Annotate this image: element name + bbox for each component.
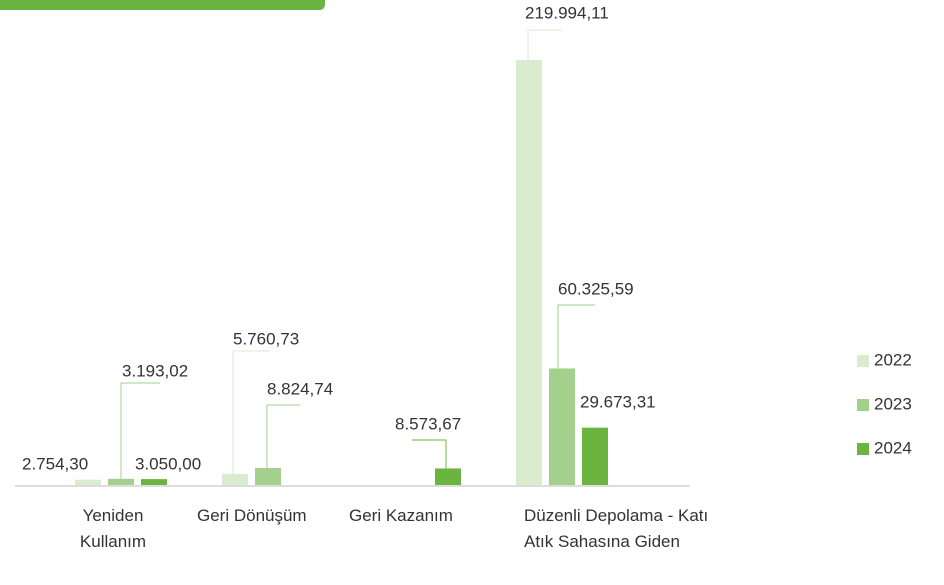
data-label: 2.754,30: [22, 454, 88, 473]
data-label: 219.994,11: [525, 3, 609, 22]
leader-line: [557, 304, 595, 369]
legend-label: 2023: [874, 394, 912, 413]
x-tick-label: Düzenli Depolama - Katı Atık Sahasına Gi…: [524, 506, 709, 551]
header-bar: [0, 0, 325, 10]
leader-line: [527, 29, 562, 60]
bar: [549, 368, 575, 485]
bar: [141, 479, 167, 485]
bar: [222, 473, 248, 485]
x-tick-label: Yeniden Kullanım: [79, 506, 147, 551]
data-label: 3.050,00: [135, 454, 201, 473]
data-label: 5.760,73: [233, 329, 299, 348]
leader-line: [412, 439, 447, 469]
data-label: 29.673,31: [580, 392, 656, 411]
data-label: 8.824,74: [267, 379, 333, 398]
legend-swatch: [857, 355, 869, 367]
data-label: 8.573,67: [395, 414, 461, 433]
legend-swatch: [857, 399, 869, 411]
data-label: 3.193,02: [122, 361, 188, 380]
bar: [516, 60, 542, 485]
leader-line: [232, 350, 270, 474]
legend-swatch: [857, 443, 869, 455]
legend-label: 2022: [874, 350, 912, 369]
x-tick-label: Geri Kazanım: [349, 506, 453, 525]
bar: [75, 479, 101, 485]
data-label: 60.325,59: [558, 279, 634, 298]
bar: [435, 468, 461, 485]
leader-line: [266, 404, 300, 468]
leader-line: [120, 382, 160, 479]
bar: [582, 427, 608, 485]
bar: [255, 467, 281, 485]
legend-label: 2024: [874, 438, 912, 457]
x-tick-label: Geri Dönüşüm: [197, 506, 307, 525]
bar: [108, 478, 134, 485]
